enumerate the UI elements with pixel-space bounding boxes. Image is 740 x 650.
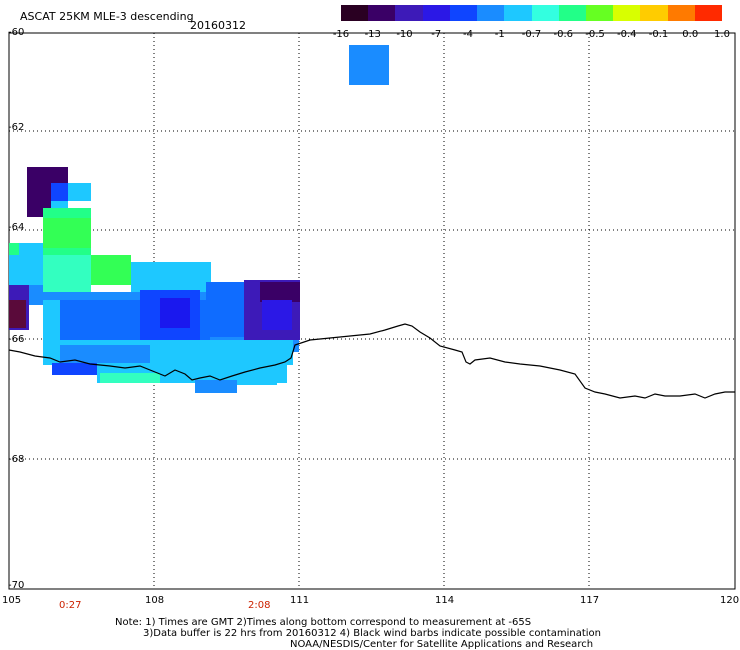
colorbar-segment — [640, 5, 668, 21]
colorbar-segment — [531, 5, 559, 21]
colorbar-tick-label: -4 — [463, 29, 473, 40]
colorbar-segment — [585, 5, 614, 21]
graticule — [9, 33, 735, 589]
note-line-1: Note: 1) Times are GMT 2)Times along bot… — [115, 617, 532, 628]
wind-data-cells — [9, 45, 389, 393]
colorbar-tick-label: -0.4 — [616, 29, 637, 40]
data-cell — [68, 183, 91, 201]
data-cell-isolated — [349, 45, 389, 85]
time-label-right: 2:08 — [248, 600, 271, 611]
colorbar-tick-label: -0.1 — [648, 29, 669, 40]
data-cell — [9, 243, 19, 255]
data-cell — [160, 298, 190, 328]
lon-label: 120 — [720, 595, 739, 606]
lat-label: -62 — [8, 122, 24, 133]
colorbar-segment — [504, 5, 532, 21]
colorbar-tick-label: -7 — [431, 29, 442, 40]
colorbar-segment — [477, 5, 505, 21]
colorbar-segment — [449, 5, 478, 21]
colorbar-tick-label: -0.5 — [585, 29, 605, 40]
data-cell — [43, 218, 91, 248]
data-cell — [206, 282, 246, 337]
lat-label: -68 — [8, 454, 24, 465]
colorbar-segment — [341, 5, 369, 21]
lon-label: 117 — [580, 595, 599, 606]
data-cell — [52, 363, 97, 375]
lon-label: 105 — [2, 595, 21, 606]
colorbar-tick-label: -10 — [396, 29, 413, 40]
colorbar-tick-label: -0.7 — [521, 29, 542, 40]
colorbar-segment — [667, 5, 695, 21]
colorbar-segment — [613, 5, 641, 21]
data-cell — [260, 282, 300, 302]
data-cell — [91, 255, 131, 285]
product-date: 20160312 — [190, 19, 246, 32]
data-cell — [51, 183, 68, 201]
lat-label: -66 — [8, 334, 24, 345]
lat-label: -60 — [8, 27, 24, 38]
data-cell — [9, 300, 26, 328]
data-cell — [43, 300, 60, 345]
data-cell — [29, 285, 43, 305]
data-cell — [195, 380, 237, 393]
lat-label: -70 — [8, 580, 24, 591]
data-cell — [262, 300, 292, 330]
colorbar-segment — [395, 5, 423, 21]
lon-label: 114 — [435, 595, 454, 606]
lon-label: 111 — [290, 595, 309, 606]
longitude-labels: 105 108 111 114 117 120 — [2, 595, 739, 606]
lat-label: -64 — [8, 222, 24, 233]
colorbar: -16 -13 -10 -7 -4 -1 -0.7 -0.6 -0.5 -0.4 -0.1 0.0 1.… — [333, 5, 730, 40]
note-line-3: NOAA/NESDIS/Center for Satellite Applica… — [290, 639, 594, 650]
time-label-left: 0:27 — [59, 600, 82, 611]
colorbar-tick-label: -0.6 — [553, 29, 574, 40]
colorbar-tick-label: 1.0 — [714, 29, 730, 40]
note-line-2: 3)Data buffer is 22 hrs from 20160312 4)… — [143, 628, 601, 639]
colorbar-tick-label: -16 — [332, 29, 350, 40]
colorbar-segment — [422, 5, 450, 21]
colorbar-segment — [694, 5, 723, 21]
colorbar-tick-label: 0.0 — [682, 29, 699, 40]
colorbar-tick-label: -13 — [364, 29, 381, 40]
data-cell — [237, 375, 277, 385]
colorbar-segment — [368, 5, 396, 21]
coastline — [8, 323, 735, 399]
data-cell — [100, 373, 160, 383]
data-cell — [43, 255, 91, 295]
data-cell — [131, 262, 211, 292]
colorbar-segment — [558, 5, 586, 21]
colorbar-gradient — [341, 5, 723, 21]
colorbar-tick-label: -1 — [494, 29, 505, 40]
lon-label: 108 — [145, 595, 164, 606]
latitude-labels: -60 -62 -64 -66 -68 -70 — [8, 27, 24, 591]
product-title: ASCAT 25KM MLE-3 descending — [20, 10, 194, 23]
data-cell — [60, 345, 150, 363]
